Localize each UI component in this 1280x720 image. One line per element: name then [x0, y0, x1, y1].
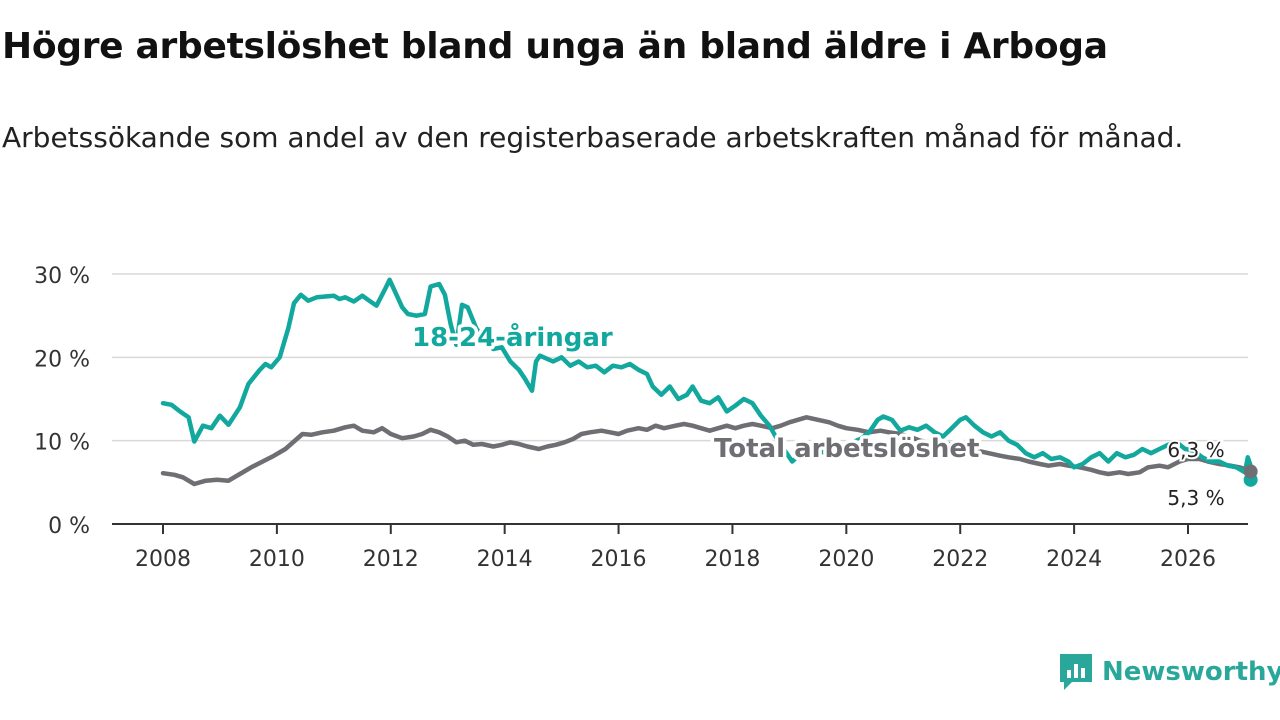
series-line-total	[160, 415, 1253, 487]
y-tick-label-10: 10 %	[34, 431, 90, 456]
labels: 6,3 % 5,3 % 18-24-åringar Total arbetslöshe…	[409, 318, 1227, 513]
chart-subtitle: Arbetssökande som andel av den registerb…	[2, 121, 1184, 154]
y-tick-label-30: 30 %	[34, 264, 90, 289]
brand-name: Newsworthy	[1102, 657, 1280, 687]
x-tick-label-2012: 2012	[363, 547, 419, 572]
annotation-total: Total arbetslöshet	[714, 434, 979, 464]
series-line-youth	[160, 277, 1253, 475]
x-tick-label-2020: 2020	[818, 547, 874, 572]
x-tick-label-2008: 2008	[135, 547, 191, 572]
x-tick-label-2024: 2024	[1046, 547, 1102, 572]
x-tick-label-2022: 2022	[932, 547, 988, 572]
x-tick-label-2016: 2016	[591, 547, 647, 572]
y-tick-label-0: 0 %	[48, 514, 90, 539]
newsworthy-brand: Newsworthy	[1058, 652, 1280, 692]
x-tick-label-2026: 2026	[1160, 547, 1216, 572]
end-label-total: 6,3 %	[1167, 438, 1224, 462]
x-tick-label-2014: 2014	[477, 547, 533, 572]
axes: 0 % 10 % 20 % 30 % 2008 2010 2012 2014 2016 2018 2…	[34, 264, 1248, 572]
x-tick-label-2010: 2010	[249, 547, 305, 572]
y-tick-label-20: 20 %	[34, 347, 90, 372]
x-tick-label-2018: 2018	[704, 547, 760, 572]
annotation-youth: 18-24-åringar	[412, 321, 613, 353]
end-marker-total	[1243, 464, 1258, 479]
chart-title: Högre arbetslöshet bland unga än bland ä…	[2, 26, 1108, 67]
gridlines	[112, 273, 1248, 442]
series	[160, 277, 1258, 487]
end-label-youth: 5,3 %	[1167, 486, 1224, 510]
newsworthy-logo-icon	[1060, 654, 1092, 690]
